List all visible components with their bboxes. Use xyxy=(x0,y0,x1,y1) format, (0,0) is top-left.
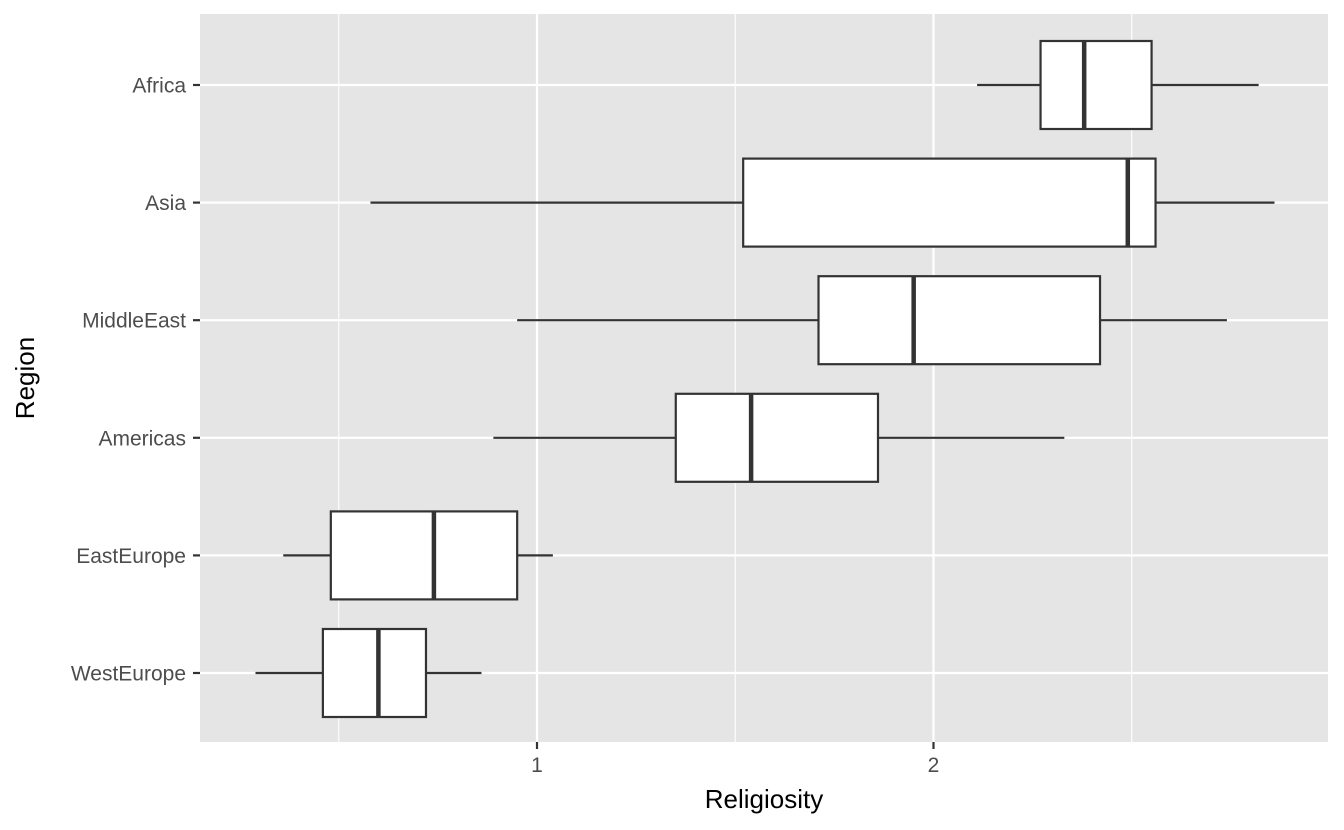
y-tick-label: Africa xyxy=(132,75,186,98)
x-tick-label: 1 xyxy=(531,754,543,777)
box-middleeast xyxy=(817,275,1102,366)
box-americas xyxy=(674,392,880,483)
y-tick-label: MiddleEast xyxy=(82,310,186,333)
box-westeurope xyxy=(321,627,428,719)
y-tick-label: Americas xyxy=(98,427,186,450)
y-tick-label: Asia xyxy=(145,192,186,215)
x-tick-label: 2 xyxy=(928,754,940,777)
axes: Africa Asia MiddleEast Americas EastEurope We… xyxy=(71,75,940,778)
box-layer xyxy=(255,39,1275,719)
y-tick-label: WestEurope xyxy=(71,663,186,686)
plot-panel xyxy=(200,14,1328,742)
y-tick-label: EastEurope xyxy=(76,545,186,568)
box-africa xyxy=(1039,39,1153,131)
y-axis-title: Region xyxy=(10,337,40,419)
box-asia xyxy=(742,157,1157,248)
x-axis-title: Religiosity xyxy=(705,784,824,814)
box-easteurope xyxy=(329,510,519,601)
